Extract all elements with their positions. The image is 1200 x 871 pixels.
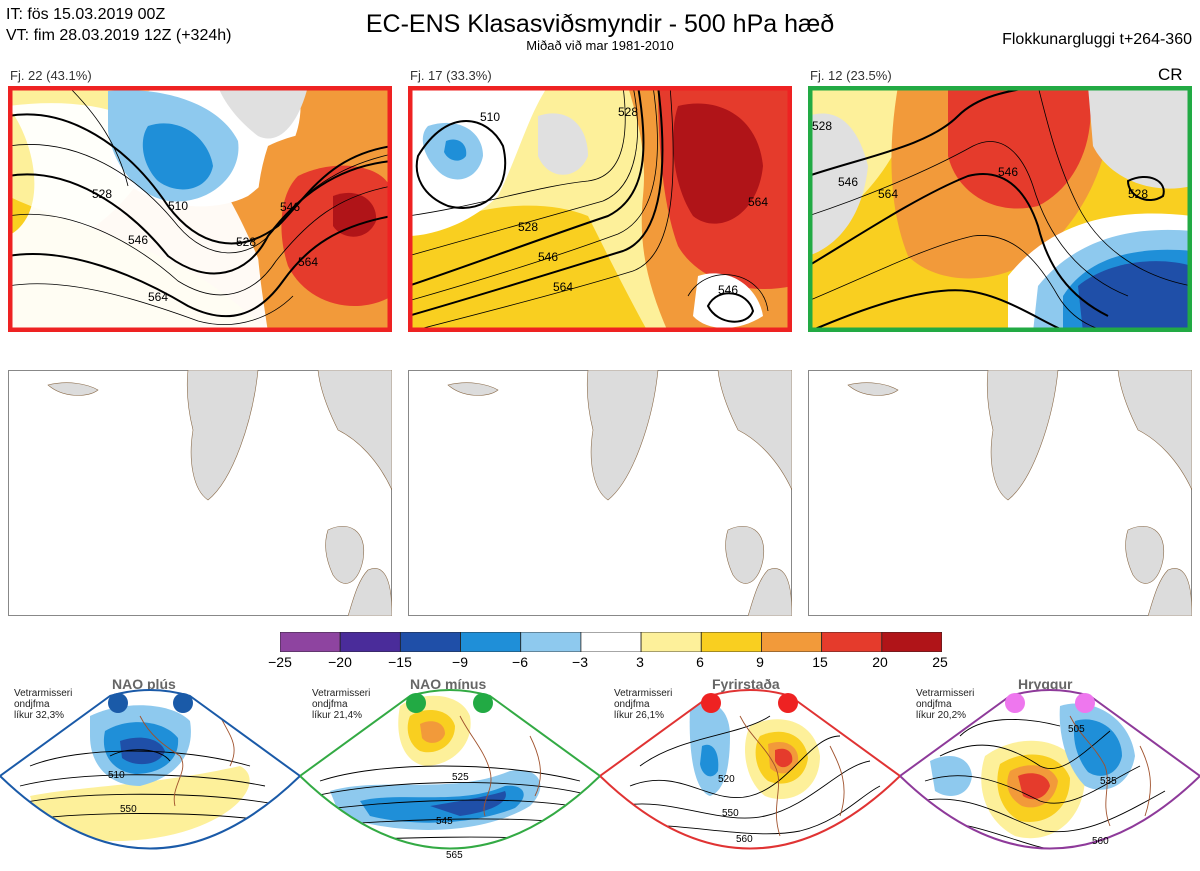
colorbar-tick: −25 bbox=[268, 654, 292, 670]
cluster-map-2: 510 528 546 564 546 528 564 bbox=[408, 86, 792, 332]
colorbar-swatch bbox=[761, 631, 823, 653]
header-info: IT: fös 15.03.2019 00Z VT: fim 28.03.201… bbox=[6, 4, 231, 46]
panel-1-contour-label: 510 bbox=[168, 199, 188, 213]
panel-1-contour-label: 528 bbox=[92, 187, 112, 201]
regime-dot bbox=[701, 693, 721, 713]
panel-3-contour-label: 546 bbox=[838, 175, 858, 189]
colorbar-swatch bbox=[279, 631, 341, 653]
empty-map-1 bbox=[8, 369, 393, 617]
regime-title: NAO plús bbox=[112, 676, 176, 692]
panel-3-border bbox=[808, 86, 1192, 332]
colorbar-tick: −20 bbox=[328, 654, 352, 670]
panel-2-border bbox=[408, 86, 792, 332]
colorbar-tick: 3 bbox=[636, 654, 644, 670]
colorbar-swatch bbox=[580, 631, 642, 653]
panel-2-contour-label: 546 bbox=[718, 283, 738, 297]
panel-1-contour-label: 528 bbox=[236, 235, 256, 249]
cluster-map-1: 528 546 564 510 528 546 564 bbox=[8, 86, 392, 332]
regime-title: Fyrirstaða bbox=[712, 676, 780, 692]
colorbar-tick: 25 bbox=[932, 654, 948, 670]
window-label: Flokkunargluggi t+264-360 bbox=[1002, 31, 1192, 48]
empty-map-3 bbox=[808, 369, 1193, 617]
colorbar-tick: −6 bbox=[512, 654, 528, 670]
regime-dot bbox=[1075, 693, 1095, 713]
empty-map-2 bbox=[408, 369, 793, 617]
regime-contour-label: 545 bbox=[436, 816, 453, 827]
regime-nao-minus: NAO mínus Vetrarmisseri ondjfma líkur 21… bbox=[300, 676, 600, 871]
regime-title: NAO mínus bbox=[410, 676, 487, 692]
regime-blocking: Fyrirstaða Vetrarmisseri ondjfma líkur 2… bbox=[600, 676, 900, 871]
panel-2-contour-label: 564 bbox=[748, 195, 768, 209]
regime-contour-label: 565 bbox=[446, 850, 463, 861]
initial-time: IT: fös 15.03.2019 00Z bbox=[6, 6, 166, 23]
regime-probability: Vetrarmisseri ondjfma líkur 21,4% bbox=[312, 688, 371, 721]
regime-probability: Vetrarmisseri ondjfma líkur 26,1% bbox=[614, 688, 673, 721]
cr-label: CR bbox=[1158, 65, 1183, 84]
panel-2-contour-label: 564 bbox=[553, 280, 573, 294]
panel-2-contour-label: 528 bbox=[518, 220, 538, 234]
colorbar-tick: −9 bbox=[452, 654, 468, 670]
regime-contour-label: 505 bbox=[1068, 724, 1085, 735]
regime-contour-label: 520 bbox=[718, 774, 735, 785]
panel-2-contour-label: 510 bbox=[480, 110, 500, 124]
panel-3-contour-label: 528 bbox=[1128, 187, 1148, 201]
panel-3-contour-label: 546 bbox=[998, 165, 1018, 179]
regime-contour-label: 560 bbox=[1092, 836, 1109, 847]
colorbar-tick: 20 bbox=[872, 654, 888, 670]
regime-contour-label: 535 bbox=[1100, 776, 1117, 787]
regime-ridge: Hryggur Vetrarmisseri ondjfma líkur 20,2… bbox=[900, 676, 1200, 871]
panel-1-border bbox=[8, 86, 392, 332]
colorbar-swatch bbox=[881, 631, 943, 653]
panel-1-contour-label: 564 bbox=[298, 255, 318, 269]
colorbar-swatch bbox=[700, 631, 762, 653]
regime-probability: Vetrarmisseri ondjfma líkur 20,2% bbox=[916, 688, 975, 721]
regime-title: Hryggur bbox=[1018, 676, 1073, 692]
panel-1-contour-label: 546 bbox=[128, 233, 148, 247]
regime-dot bbox=[473, 693, 493, 713]
valid-time: VT: fim 28.03.2019 12Z (+324h) bbox=[6, 27, 232, 44]
regime-nao-plus: NAO plús Vetrarmisseri ondjfma líkur 32,… bbox=[0, 676, 300, 871]
panel-2-caption: Fj. 17 (33.3%) bbox=[410, 68, 492, 83]
regime-dot bbox=[406, 693, 426, 713]
colorbar-tick: 15 bbox=[812, 654, 828, 670]
colorbar-swatch bbox=[640, 631, 702, 653]
panel-2-contour-label: 546 bbox=[538, 250, 558, 264]
cluster-map-3: 528 546 564 528 546 bbox=[808, 86, 1192, 332]
panel-1-caption: Fj. 22 (43.1%) bbox=[10, 68, 92, 83]
regime-contour-label: 550 bbox=[722, 808, 739, 819]
colorbar-ticks: −25 −20 −15 −9 −6 −3 3 6 9 15 20 25 bbox=[260, 654, 962, 674]
regime-contour-label: 510 bbox=[108, 770, 125, 781]
regime-dot bbox=[173, 693, 193, 713]
colorbar-tick: 6 bbox=[696, 654, 704, 670]
colorbar-tick: 9 bbox=[756, 654, 764, 670]
colorbar-tick: −3 bbox=[572, 654, 588, 670]
colorbar bbox=[279, 631, 943, 653]
panel-3-contour-label: 528 bbox=[812, 119, 832, 133]
panel-3-contour-label: 564 bbox=[878, 187, 898, 201]
regime-contour-label: 525 bbox=[452, 772, 469, 783]
panel-1-contour-label: 546 bbox=[280, 200, 300, 214]
colorbar-tick: −15 bbox=[388, 654, 412, 670]
panel-1-contour-label: 564 bbox=[148, 290, 168, 304]
colorbar-swatch bbox=[399, 631, 461, 653]
colorbar-swatch bbox=[460, 631, 522, 653]
regime-probability: Vetrarmisseri ondjfma líkur 32,3% bbox=[14, 688, 73, 721]
panel-3-caption: Fj. 12 (23.5%) bbox=[810, 68, 892, 83]
colorbar-swatch bbox=[821, 631, 883, 653]
regime-dot bbox=[778, 693, 798, 713]
regime-dot bbox=[108, 693, 128, 713]
colorbar-swatch bbox=[520, 631, 582, 653]
regime-contour-label: 560 bbox=[736, 834, 753, 845]
page-title: EC-ENS Klasasviðsmyndir - 500 hPa hæð bbox=[365, 10, 835, 38]
regime-dot bbox=[1005, 693, 1025, 713]
page-subtitle: Miðað við mar 1981-2010 bbox=[526, 38, 674, 53]
colorbar-swatch bbox=[339, 631, 401, 653]
panel-2-contour-label: 528 bbox=[618, 105, 638, 119]
regime-contour-label: 550 bbox=[120, 804, 137, 815]
